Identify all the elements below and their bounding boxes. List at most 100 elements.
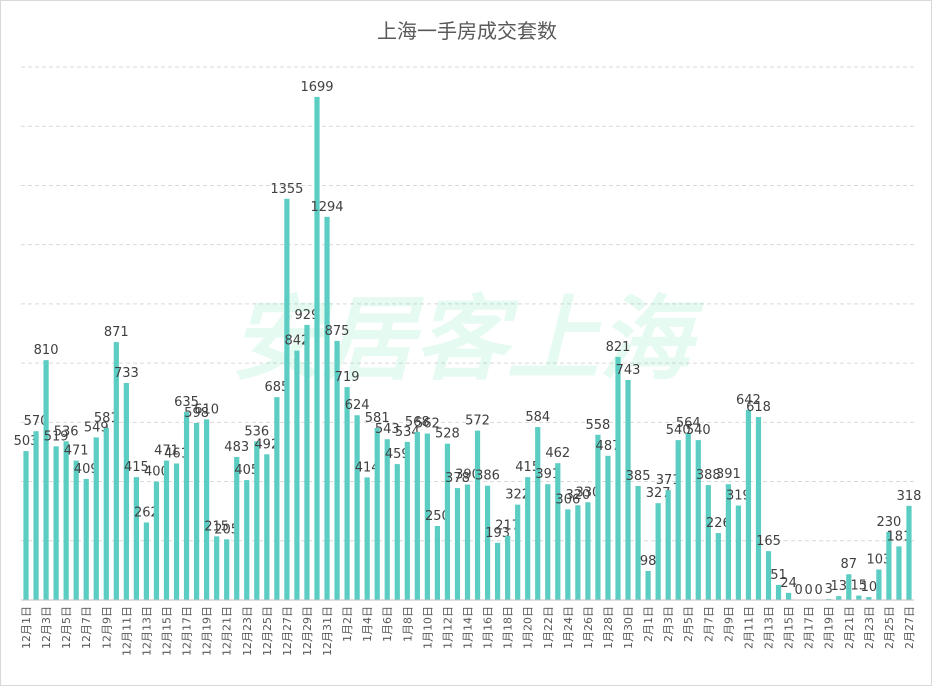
bar — [645, 570, 651, 600]
data-label: 391 — [716, 467, 741, 482]
x-tick-label: 12月31日 — [321, 606, 334, 656]
x-tick-label: 12月1日 — [20, 606, 33, 649]
x-tick-label: 1月26日 — [582, 606, 595, 649]
bar — [705, 485, 711, 600]
data-label: 540 — [686, 423, 711, 438]
x-tick-label: 1月2日 — [341, 606, 354, 642]
x-tick-label: 12月9日 — [100, 606, 113, 649]
bar — [454, 488, 461, 600]
data-label: 487 — [596, 439, 621, 454]
x-tick-label: 2月21日 — [843, 606, 856, 649]
x-tick-label: 2月27日 — [903, 606, 916, 649]
data-label: 3 — [825, 582, 833, 597]
data-label: 318 — [897, 489, 922, 504]
x-tick-label: 2月11日 — [742, 606, 755, 649]
x-tick-label: 12月17日 — [181, 606, 194, 656]
data-label: 306 — [555, 492, 580, 507]
bar — [675, 440, 681, 600]
bar — [515, 504, 521, 600]
data-label: 1294 — [310, 200, 343, 215]
bar — [625, 379, 631, 600]
data-label: 536 — [244, 424, 269, 439]
bar — [505, 535, 511, 600]
bar — [836, 596, 842, 600]
x-tick-label: 12月13日 — [140, 606, 153, 656]
bar — [434, 525, 441, 600]
x-tick-label: 2月19日 — [823, 606, 836, 649]
bar — [414, 431, 420, 600]
bar — [585, 502, 591, 600]
bar — [464, 484, 471, 600]
data-label: 536 — [54, 424, 79, 439]
bar — [103, 427, 109, 600]
data-label: 0 — [815, 583, 823, 598]
data-label: 103 — [866, 553, 891, 568]
x-tick-label: 1月22日 — [542, 606, 555, 649]
data-label: 743 — [616, 363, 641, 378]
x-tick-label: 2月25日 — [883, 606, 896, 649]
bar — [63, 441, 69, 600]
data-label: 400 — [144, 465, 169, 480]
bar — [334, 340, 340, 600]
data-label: 51 — [770, 568, 787, 583]
bar — [555, 463, 561, 600]
data-label: 409 — [74, 462, 99, 477]
data-label: 875 — [325, 324, 350, 339]
data-label: 610 — [194, 402, 219, 417]
bar — [183, 411, 190, 600]
chart-title: 上海一手房成交套数 — [377, 19, 557, 43]
data-label: 262 — [134, 505, 159, 520]
data-label: 642 — [736, 393, 761, 408]
x-tick-label: 1月20日 — [522, 606, 535, 649]
data-label: 584 — [525, 410, 550, 425]
x-tick-label: 1月8日 — [401, 606, 414, 642]
data-label: 415 — [124, 460, 149, 475]
data-label: 181 — [887, 529, 912, 544]
data-label: 543 — [375, 422, 400, 437]
bar — [775, 584, 782, 600]
x-tick-label: 1月18日 — [502, 606, 515, 649]
bar — [254, 441, 260, 600]
data-label: 564 — [676, 416, 701, 431]
bar — [525, 477, 531, 600]
x-tick-label: 12月21日 — [221, 606, 234, 656]
x-tick-label: 12月5日 — [60, 606, 73, 649]
bar — [294, 350, 300, 600]
x-tick-label: 12月7日 — [80, 606, 93, 649]
x-tick-label: 12月23日 — [241, 606, 254, 656]
x-tick-label: 12月3日 — [40, 606, 53, 649]
data-label: 562 — [415, 417, 440, 432]
x-tick-label: 2月9日 — [722, 606, 735, 642]
bar — [715, 533, 721, 600]
bar — [535, 427, 541, 600]
bar — [264, 454, 270, 600]
bar — [73, 460, 79, 600]
bar — [344, 387, 350, 600]
data-label: 385 — [626, 469, 651, 484]
data-label: 322 — [505, 488, 530, 503]
data-label: 390 — [455, 468, 480, 483]
data-label: 519 — [44, 429, 69, 444]
bar — [23, 451, 29, 600]
data-label: 624 — [345, 398, 370, 413]
data-label: 320 — [565, 488, 590, 503]
bar — [354, 415, 360, 600]
bar — [204, 419, 210, 600]
bar — [745, 409, 752, 600]
data-label: 24 — [780, 576, 797, 591]
bar — [886, 531, 892, 600]
data-label: 165 — [756, 534, 781, 549]
bar — [484, 485, 491, 600]
bar — [374, 427, 380, 600]
bar — [123, 382, 129, 600]
bar — [866, 597, 872, 600]
data-label: 871 — [104, 325, 129, 340]
data-label: 193 — [485, 526, 510, 541]
bar — [856, 595, 862, 600]
data-label: 0 — [794, 583, 802, 598]
data-label: 215 — [204, 519, 229, 534]
bar — [615, 356, 621, 600]
bar — [424, 433, 430, 600]
bar — [384, 439, 390, 600]
